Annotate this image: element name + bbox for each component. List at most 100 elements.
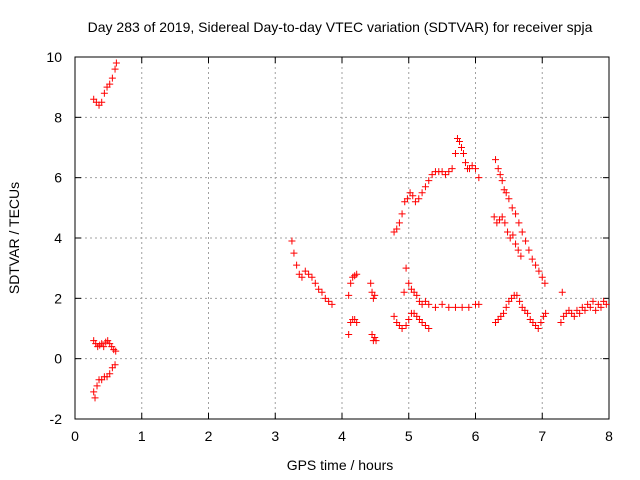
data-point-s4-high bbox=[347, 279, 355, 287]
x-tick-label: 6 bbox=[472, 428, 480, 444]
data-point-s3-decay bbox=[298, 273, 306, 281]
data-point-decline-lower bbox=[498, 213, 506, 221]
data-point-rise-to-peak bbox=[451, 150, 459, 158]
data-point-late-band bbox=[576, 309, 584, 317]
data-point-early-mid bbox=[112, 347, 120, 355]
data-point-s3-decay bbox=[321, 294, 329, 302]
x-axis-label: GPS time / hours bbox=[287, 457, 394, 473]
data-point-decline-lower bbox=[517, 252, 525, 260]
data-point-rise-to-peak bbox=[475, 174, 483, 182]
data-point-mid-band bbox=[451, 303, 459, 311]
data-point-s4-spikes bbox=[372, 337, 380, 345]
x-tick-label: 3 bbox=[271, 428, 279, 444]
tick-layer: 0 1 2 3 4 5 6 7 8 -2 0 2 4 6 8 10 bbox=[46, 49, 613, 444]
data-point-early-low bbox=[91, 394, 99, 402]
data-point-s3-decay bbox=[328, 300, 336, 308]
data-point-mid-band bbox=[398, 325, 406, 332]
data-point-s3-decay bbox=[305, 270, 313, 278]
data-point-s4-high bbox=[353, 270, 361, 278]
data-point-early-high bbox=[108, 74, 116, 82]
data-point-decline-upper bbox=[518, 228, 526, 236]
y-tick-label: 4 bbox=[54, 230, 62, 246]
data-point-s3-decay bbox=[308, 273, 316, 281]
data-point-decline-upper bbox=[532, 261, 540, 269]
data-point-rise-to-peak bbox=[461, 159, 469, 167]
data-point-s4-spikes bbox=[369, 294, 377, 302]
data-point-mid-band bbox=[431, 303, 439, 311]
data-point-rise-to-peak bbox=[468, 162, 476, 170]
data-point-mid-band bbox=[418, 300, 426, 308]
data-point-s3-decay bbox=[288, 237, 296, 245]
data-point-rise-to-peak bbox=[459, 150, 467, 158]
data-point-rise-to-peak bbox=[415, 195, 423, 203]
data-point-late-band bbox=[586, 303, 594, 311]
data-point-wave bbox=[534, 325, 542, 332]
data-point-wave bbox=[524, 309, 532, 317]
y-tick-label: -2 bbox=[50, 411, 63, 427]
y-axis-label: SDTVAR / TECUs bbox=[6, 182, 22, 294]
data-point-decline-upper bbox=[498, 177, 506, 185]
data-point-late-band bbox=[602, 300, 610, 308]
grid-layer bbox=[75, 57, 609, 419]
data-point-s4-spikes bbox=[371, 334, 379, 342]
data-point-s3-decay bbox=[318, 288, 326, 296]
data-point-early-mid bbox=[100, 343, 108, 351]
data-point-wave bbox=[500, 309, 508, 317]
data-point-decline-upper bbox=[502, 189, 510, 197]
y-tick-label: 2 bbox=[54, 290, 62, 306]
data-point-early-low bbox=[90, 388, 98, 396]
data-point-rise-to-peak bbox=[441, 171, 449, 179]
data-point-mid-dip bbox=[402, 321, 410, 329]
data-point-early-low bbox=[93, 382, 101, 390]
data-point-rise-to-peak bbox=[472, 165, 479, 173]
data-point-decline-lower bbox=[490, 213, 498, 221]
data-point-mid-band bbox=[438, 300, 446, 308]
data-point-decline-upper bbox=[494, 165, 502, 173]
data-point-decline-lower bbox=[512, 240, 520, 248]
data-point-decline-upper bbox=[492, 156, 500, 164]
data-point-rise-to-peak bbox=[428, 171, 436, 179]
data-point-early-high bbox=[106, 80, 114, 88]
data-point-early-high bbox=[98, 98, 106, 106]
data-point-early-high bbox=[112, 59, 120, 67]
data-point-mid-dip bbox=[405, 315, 413, 323]
data-point-s4-spikes bbox=[367, 279, 375, 287]
data-point-rise-to-peak bbox=[409, 192, 417, 200]
data-point-decline-upper bbox=[538, 273, 546, 281]
data-point-late-band bbox=[581, 306, 589, 314]
x-tick-label: 7 bbox=[538, 428, 546, 444]
x-tick-label: 8 bbox=[605, 428, 613, 444]
data-point-late-band bbox=[597, 303, 605, 311]
data-point-mid-band bbox=[425, 300, 433, 308]
data-point-wave bbox=[542, 309, 550, 317]
data-point-s3-decay bbox=[311, 279, 319, 287]
x-tick-label: 1 bbox=[138, 428, 146, 444]
x-tick-label: 2 bbox=[205, 428, 213, 444]
data-point-early-low bbox=[111, 361, 119, 369]
data-point-early-high bbox=[111, 65, 119, 73]
data-point-decline-upper bbox=[541, 279, 549, 287]
data-point-rise-to-peak bbox=[393, 225, 401, 233]
data-point-decline-upper bbox=[522, 237, 530, 245]
data-point-rise-to-peak bbox=[445, 168, 453, 176]
data-point-s4-low bbox=[353, 318, 361, 326]
data-point-mid-dip bbox=[418, 318, 426, 326]
data-point-late-band bbox=[557, 318, 565, 326]
data-point-decline-upper bbox=[515, 219, 523, 227]
y-tick-label: 6 bbox=[54, 170, 62, 186]
data-point-rise-to-peak bbox=[421, 183, 429, 191]
y-tick-label: 10 bbox=[46, 49, 62, 65]
y-tick-label: 0 bbox=[54, 351, 62, 367]
data-point-rise-to-peak bbox=[395, 219, 403, 227]
data-point-s4-high bbox=[345, 291, 353, 299]
marker-layer bbox=[90, 59, 610, 402]
data-point-mid-band bbox=[390, 312, 398, 320]
data-point-decline-upper bbox=[505, 195, 513, 203]
data-point-rise-to-peak bbox=[457, 144, 465, 151]
data-point-decline-lower bbox=[514, 246, 522, 254]
data-point-s3-decay bbox=[325, 297, 333, 305]
data-point-s3-decay bbox=[293, 261, 301, 269]
data-point-mid-band bbox=[405, 279, 413, 287]
data-point-mid-band bbox=[402, 264, 410, 272]
